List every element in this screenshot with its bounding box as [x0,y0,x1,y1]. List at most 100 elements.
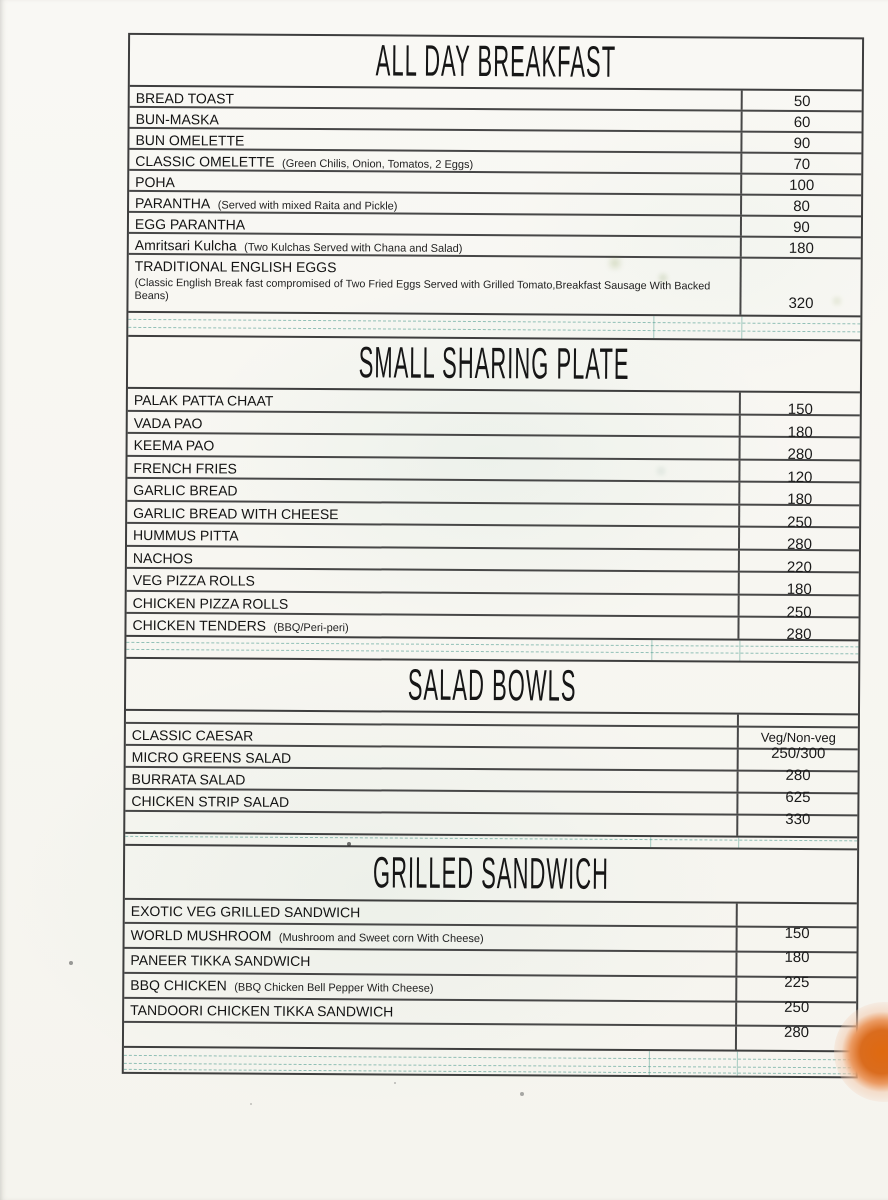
section-rows: CLASSIC CAESAR Veg/Non-veg 250/300 MICRO… [125,710,858,838]
teal-vertical-rule [653,316,655,339]
item-name-cell [125,811,736,835]
item-price-cell: Veg/Non-veg 250/300 [736,727,858,762]
item-name-cell [126,710,737,725]
item-name: GARLIC BREAD [133,481,238,499]
item-description: (Green Chilis, Onion, Tomatos, 2 Eggs) [282,157,474,171]
item-name: NACHOS [132,549,193,566]
item-name-cell [124,1023,735,1050]
item-price: 90 [793,218,810,237]
item-name: HUMMUS PITTA [133,526,239,544]
item-price: 60 [793,113,811,132]
menu-section-3: SALAD BOWLS CLASSIC CAESAR Veg/Non-veg 2… [125,658,859,838]
item-name: BURRATA SALAD [131,770,246,788]
item-price-cell: 220 [737,550,859,576]
item-price-cell: 150 [738,392,860,418]
item-name-cell: WORLD MUSHROOM (Mushroom and Sweet corn … [125,924,736,951]
item-price: 50 [793,92,811,111]
teal-rule-line [128,319,861,325]
gap-band [126,636,859,663]
teal-vertical-rule [741,316,743,339]
item-name-cell: GARLIC BREAD WITH CHEESE [127,501,738,525]
teal-rule-line [123,1054,856,1061]
item-price-cell: 250 [737,595,859,621]
item-name: POHA [135,173,175,191]
item-price-cell: 625 [736,771,858,806]
item-name: BREAD TOAST [135,89,235,107]
item-price-cell: 120 [738,460,860,486]
teal-rule-line [126,641,859,648]
section-title-text: SALAD BOWLS [407,659,577,711]
teal-vertical-rule [648,1051,650,1076]
item-name-cell: EGG PARANTHA [129,213,740,236]
item-price-cell [736,815,858,836]
teal-vertical-rule [736,1051,738,1076]
item-name-cell: EXOTIC VEG GRILLED SANDWICH [125,899,736,926]
item-name: Amritsari Kulcha [134,236,237,254]
item-name-cell: VADA PAO [128,411,739,435]
item-price-cell: 60 [740,111,862,132]
item-price-cell: 250 [738,505,860,531]
item-name: CHICKEN STRIP SALAD [131,792,290,810]
item-price-cell: 180 [735,927,857,966]
section-title: SALAD BOWLS [125,658,859,715]
item-price-cell: 150 [735,903,857,942]
item-name: MICRO GREENS SALAD [131,748,292,766]
item-name-cell: CHICKEN PIZZA ROLLS [127,591,738,615]
item-price-cell: 70 [740,153,862,174]
item-description: (BBQ Chicken Bell Pepper With Cheese) [234,981,434,995]
item-name-cell: Amritsari Kulcha (Two Kulchas Served wit… [129,234,740,257]
teal-vertical-rule [651,639,653,660]
item-name: FRENCH FRIES [133,459,237,477]
item-price-cell: 280 [736,749,858,784]
item-name-cell: KEEMA PAO [128,434,739,458]
item-name: TRADITIONAL ENGLISH EGGS [134,257,337,276]
menu: ALL DAY BREAKFAST BREAD TOAST 50 BUN-MAS… [121,32,865,1079]
section-title: GRILLED SANDWICH [124,845,858,904]
item-name-cell: PARANTHA (Served with mixed Raita and Pi… [129,192,740,215]
item-price-cell: 280 [737,617,859,643]
item-description: (Two Kulchas Served with Chana and Salad… [244,241,463,255]
section-title: ALL DAY BREAKFAST [129,34,863,92]
item-price-cell: 50 [740,90,862,111]
item-name: BBQ CHICKEN [130,976,227,994]
item-price-cell: 180 [738,482,860,508]
item-name-cell: TANDOORI CHICKEN TIKKA SANDWICH [124,999,735,1026]
item-price: 90 [793,134,811,153]
item-name: GARLIC BREAD WITH CHEESE [133,504,339,522]
price-column-header: Veg/Non-veg [760,729,836,745]
item-price-cell: 280 [737,527,860,553]
item-name: BUN OMELETTE [135,131,245,149]
item-name-cell: GARLIC BREAD [127,479,738,503]
gap-band [128,312,861,342]
item-name-cell: PANEER TIKKA SANDWICH [124,949,735,976]
scan-specks [0,0,2,2]
item-price-cell: 330 [736,793,858,828]
menu-section-1: ALL DAY BREAKFAST BREAD TOAST 50 BUN-MAS… [128,34,863,318]
item-name: VADA PAO [133,414,203,431]
item-name: CLASSIC CAESAR [131,726,254,744]
item-price-cell: 280 [735,1002,857,1041]
item-name-cell: BBQ CHICKEN (BBQ Chicken Bell Pepper Wit… [124,974,735,1001]
item-price: 100 [789,176,815,195]
item-name-cell: FRENCH FRIES [127,456,738,480]
item-price: 180 [788,239,814,258]
item-price-cell: 320 [739,258,861,316]
item-name-cell: CHICKEN TENDERS (BBQ/Peri-peri) [126,614,737,638]
item-price-cell: 100 [740,174,862,195]
teal-rule-line [123,1063,856,1069]
item-price: 320 [788,294,814,313]
item-name-cell: VEG PIZZA ROLLS [127,569,738,593]
item-name-cell: POHA [129,171,740,194]
item-name-cell: CHICKEN STRIP SALAD [125,789,736,813]
item-description: (BBQ/Peri-peri) [273,621,349,635]
item-name-cell: CLASSIC OMELETTE (Green Chilis, Onion, T… [129,150,740,173]
menu-section-4: GRILLED SANDWICH EXOTIC VEG GRILLED SAND… [123,845,858,1053]
item-name-cell: BUN-MASKA [130,108,741,131]
item-price-cell: 90 [739,216,862,237]
item-price-cell: 180 [738,415,860,441]
gap-band [123,1048,856,1076]
item-price: 70 [793,155,811,174]
section-rows: EXOTIC VEG GRILLED SANDWICH 150 WORLD MU… [123,899,857,1053]
item-price-cell: 80 [740,195,862,216]
